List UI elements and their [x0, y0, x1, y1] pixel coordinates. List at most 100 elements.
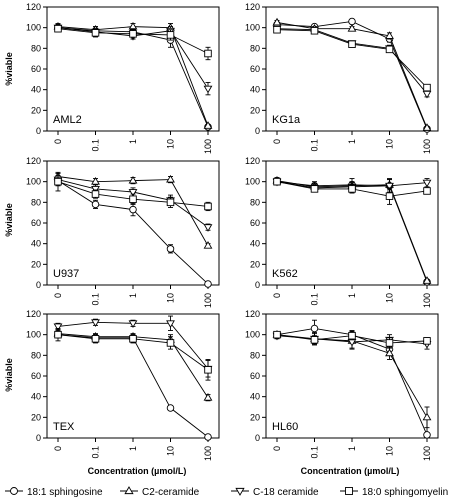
- data-point-square: [423, 83, 431, 92]
- x-tick-label: 0: [53, 139, 63, 144]
- data-point-square: [166, 198, 175, 207]
- series-18-0-sphingomyelin: [273, 330, 431, 349]
- y-tick-label: 0: [36, 126, 41, 136]
- legend-item-18-1-sphingosine: 18:1 sphingosine: [5, 487, 103, 498]
- panel-u937: 0 20 40 60 80 100 120 0 0.1 1 10 100 U937: [26, 156, 220, 308]
- x-tick-label: 10: [385, 293, 395, 303]
- y-tick-label: 20: [31, 412, 41, 422]
- data-point-square: [129, 195, 137, 203]
- series-c-18-ceramide: [272, 25, 432, 99]
- y-tick-label: 60: [31, 64, 41, 74]
- legend-label: 18:0 sphingomyelin: [362, 487, 448, 498]
- data-point-circle: [204, 433, 212, 441]
- data-point-triangle-up: [203, 393, 213, 401]
- y-tick-label: 120: [245, 309, 260, 319]
- x-tick-label: 10: [166, 139, 176, 149]
- data-point-triangle-up: [128, 175, 138, 184]
- x-tick-label: 1: [347, 446, 357, 451]
- legend-label: C2-ceramide: [142, 487, 200, 498]
- y-tick-label: 100: [245, 330, 260, 340]
- data-point-square: [348, 331, 356, 340]
- data-point-square: [166, 339, 175, 347]
- x-tick-label: 1: [128, 446, 138, 451]
- y-tick-label: 60: [250, 64, 260, 74]
- series-c-18-ceramide: [53, 315, 213, 378]
- y-tick-label: 20: [31, 105, 41, 115]
- x-tick-label: 0: [272, 293, 282, 298]
- x-tick-label: 100: [203, 446, 213, 461]
- data-point-square: [310, 185, 319, 193]
- data-point-square: [310, 27, 319, 35]
- data-point-square: [54, 177, 62, 186]
- panel-tex: 0 20 40 60 80 100 120 0 0.1 1 10 100 TEX: [26, 309, 220, 461]
- y-tick-label: 0: [255, 126, 260, 136]
- data-point-triangle-up: [385, 348, 394, 357]
- data-point-square: [385, 45, 394, 54]
- panel-k562: 0 20 40 60 80 100 120 0 0.1 1 10 100 K562: [245, 156, 439, 308]
- y-tick-label: 80: [250, 350, 260, 360]
- legend-marker-triangle-up: [124, 486, 134, 495]
- data-point-square: [273, 330, 281, 339]
- y-tick-label: 60: [250, 371, 260, 381]
- data-point-square: [273, 177, 281, 186]
- legend-label: 18:1 sphingosine: [27, 487, 103, 498]
- data-point-circle: [166, 404, 175, 412]
- data-point-circle: [91, 200, 100, 209]
- y-tick-label: 40: [250, 239, 260, 249]
- x-tick-label: 10: [385, 446, 395, 456]
- y-tick-label: 60: [31, 371, 41, 381]
- series-line-c2-ceramide: [57, 26, 209, 126]
- series-18-0-sphingomyelin: [54, 24, 212, 61]
- x-tick-label: 0.1: [91, 293, 101, 306]
- data-point-circle: [204, 280, 212, 288]
- data-point-triangle-down: [128, 189, 138, 197]
- data-point-triangle-down: [53, 323, 63, 332]
- legend-label: C-18 ceramide: [253, 487, 319, 498]
- x-tick-label: 0.1: [310, 139, 320, 152]
- data-point-square: [423, 337, 431, 345]
- data-point-triangle-up: [166, 174, 175, 183]
- y-tick-label: 60: [250, 218, 260, 228]
- panel-hl60: 0 20 40 60 80 100 120 0 0.1 1 10 100 HL60: [245, 309, 439, 461]
- x-tick-label: 0.1: [310, 293, 320, 306]
- y-tick-label: 120: [245, 2, 260, 12]
- legend-marker-triangle-down: [235, 487, 245, 496]
- data-point-square: [204, 366, 212, 374]
- y-tick-label: 20: [31, 259, 41, 269]
- x-tick-label: 0.1: [310, 446, 320, 459]
- data-point-triangle-down: [422, 179, 432, 188]
- x-tick-label: 10: [166, 446, 176, 456]
- series-18-1-sphingosine: [54, 330, 212, 441]
- y-tick-label: 100: [245, 177, 260, 187]
- x-tick-label: 100: [422, 293, 432, 308]
- x-tick-label: 1: [347, 293, 357, 298]
- data-point-square: [129, 30, 137, 38]
- data-point-triangle-down: [166, 320, 175, 328]
- legend: 18:1 sphingosine C2-ceramide C-18 ceramide…: [5, 486, 448, 498]
- y-tick-label: 0: [36, 433, 41, 443]
- data-point-circle: [423, 431, 431, 439]
- panel-label: K562: [272, 268, 298, 280]
- panel-label: U937: [53, 268, 79, 280]
- y-tick-label: 40: [31, 239, 41, 249]
- data-point-triangle-up: [272, 17, 282, 26]
- legend-marker-circle: [10, 487, 18, 495]
- y-tick-label: 0: [255, 280, 260, 290]
- x-tick-label: 0.1: [91, 446, 101, 459]
- y-tick-label: 100: [26, 23, 41, 33]
- x-tick-label: 100: [422, 139, 432, 154]
- x-tick-label: 0: [53, 446, 63, 451]
- data-point-square: [166, 31, 175, 39]
- y-tick-label: 100: [26, 177, 41, 187]
- y-tick-label: 0: [255, 433, 260, 443]
- series-18-0-sphingomyelin: [54, 328, 212, 381]
- series-line-c-18-ceramide: [276, 28, 428, 95]
- panel-label: AML2: [53, 114, 82, 126]
- legend-item-18-0-sphingomyelin: 18:0 sphingomyelin: [340, 487, 448, 498]
- x-tick-label: 100: [422, 446, 432, 461]
- panel-label: TEX: [53, 421, 75, 433]
- x-tick-label: 100: [203, 139, 213, 154]
- data-point-square: [273, 25, 281, 34]
